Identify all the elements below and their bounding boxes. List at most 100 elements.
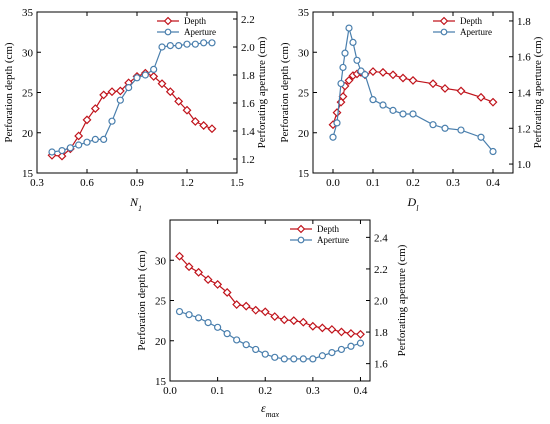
legend-aperture-marker [297, 236, 305, 244]
depth-point [74, 131, 84, 141]
depth-point [308, 321, 318, 331]
y2-axis-label: Perforating aperture (cm) [256, 36, 268, 148]
y-tick-label: 35 [22, 7, 34, 19]
depth-point [260, 307, 270, 317]
legend-label: Depth [184, 16, 206, 26]
depth-point [190, 117, 200, 126]
aperture-point [141, 71, 149, 79]
depth-point [378, 67, 388, 77]
depth-point [336, 327, 346, 337]
y-axis-label: Perforation depth (cm) [136, 250, 148, 351]
y-tick-label: 15 [155, 376, 167, 388]
legend-label: Aperture [184, 27, 216, 37]
aperture-point [108, 117, 116, 125]
y2-tick-label: 1.8 [374, 327, 388, 339]
y-tick-label: 30 [155, 255, 167, 267]
depth-point [99, 90, 109, 100]
x-axis-label: εmax [261, 401, 280, 419]
y-tick-label: 25 [155, 296, 167, 308]
depth-point [82, 115, 92, 125]
aperture-point [252, 345, 260, 354]
aperture-point [333, 119, 341, 127]
depth-point [207, 124, 217, 134]
aperture-point [489, 147, 497, 156]
aperture-point [204, 318, 212, 327]
depth-point [289, 316, 299, 326]
aperture-point [191, 40, 199, 48]
depth-point [194, 267, 204, 277]
aperture-point [379, 101, 387, 109]
x-tick-label: 0.9 [130, 177, 144, 189]
depth-point [115, 86, 125, 96]
depth-point [107, 87, 117, 97]
x-tick-label: 0.3 [30, 177, 44, 189]
aperture-point [75, 141, 83, 149]
aperture-point [361, 71, 369, 79]
depth-point [182, 105, 192, 115]
depth-point [90, 104, 100, 114]
y2-axis-label: Perforating aperture (cm) [532, 36, 544, 148]
depth-point [440, 84, 450, 93]
aperture-point [233, 336, 241, 344]
depth-point [327, 325, 337, 334]
aperture-point [208, 39, 216, 47]
x-tick-label: 1.5 [230, 177, 244, 189]
aperture-point [261, 350, 269, 358]
aperture-point [91, 135, 99, 143]
depth-point [270, 312, 280, 322]
x-axis-label: Dl [407, 195, 420, 213]
y-tick-label: 30 [22, 47, 34, 59]
x-tick-label: 0.4 [354, 385, 368, 397]
depth-point [165, 87, 175, 97]
y2-tick-label: 2.2 [374, 264, 388, 276]
aperture-point [242, 341, 250, 349]
aperture-point [299, 355, 307, 363]
y2-tick-label: 2.0 [374, 296, 388, 308]
aperture-point [150, 65, 158, 74]
aperture-point [399, 110, 407, 118]
aperture-point [100, 135, 108, 143]
depth-point [279, 315, 289, 325]
aperture-point [477, 133, 485, 141]
depth-point [456, 86, 466, 96]
aperture-point [329, 133, 337, 141]
legend-depth-marker [439, 16, 449, 26]
depth-point [199, 121, 209, 130]
aperture-point [356, 339, 365, 347]
depth-point [203, 275, 213, 285]
aperture-point [328, 348, 336, 357]
x-tick-label: 0.1 [366, 177, 380, 189]
x-tick-label: 0.0 [326, 177, 340, 189]
aperture-point [175, 41, 183, 50]
depth-point [149, 71, 159, 81]
aperture-point [185, 311, 193, 319]
aperture-point [309, 355, 317, 363]
aperture-point [457, 126, 465, 134]
aperture-point [200, 39, 208, 47]
legend-aperture-marker [164, 28, 172, 36]
depth-point [157, 79, 167, 89]
aperture-point [175, 307, 184, 316]
aperture-point [280, 355, 288, 363]
aperture-point [429, 121, 437, 129]
aperture-point [337, 79, 345, 88]
aperture-point [183, 40, 191, 48]
y2-tick-label: 1.0 [517, 159, 531, 171]
legend-aperture-marker [440, 28, 448, 36]
depth-point [174, 96, 184, 106]
aperture-point [223, 330, 231, 338]
legend-depth-marker [163, 16, 173, 26]
x-tick-label: 0.4 [486, 177, 500, 189]
aperture-point [337, 345, 346, 354]
depth-point [346, 329, 356, 338]
y2-tick-label: 1.2 [517, 123, 531, 135]
x-tick-label: 0.3 [306, 385, 320, 397]
aperture-point [345, 24, 353, 32]
y2-tick-label: 1.4 [241, 126, 255, 138]
aperture-point [441, 124, 449, 132]
y2-axis-label: Perforating aperture (cm) [396, 244, 408, 356]
aperture-point [290, 355, 298, 363]
aperture-point [133, 74, 141, 82]
depth-point [488, 97, 498, 107]
